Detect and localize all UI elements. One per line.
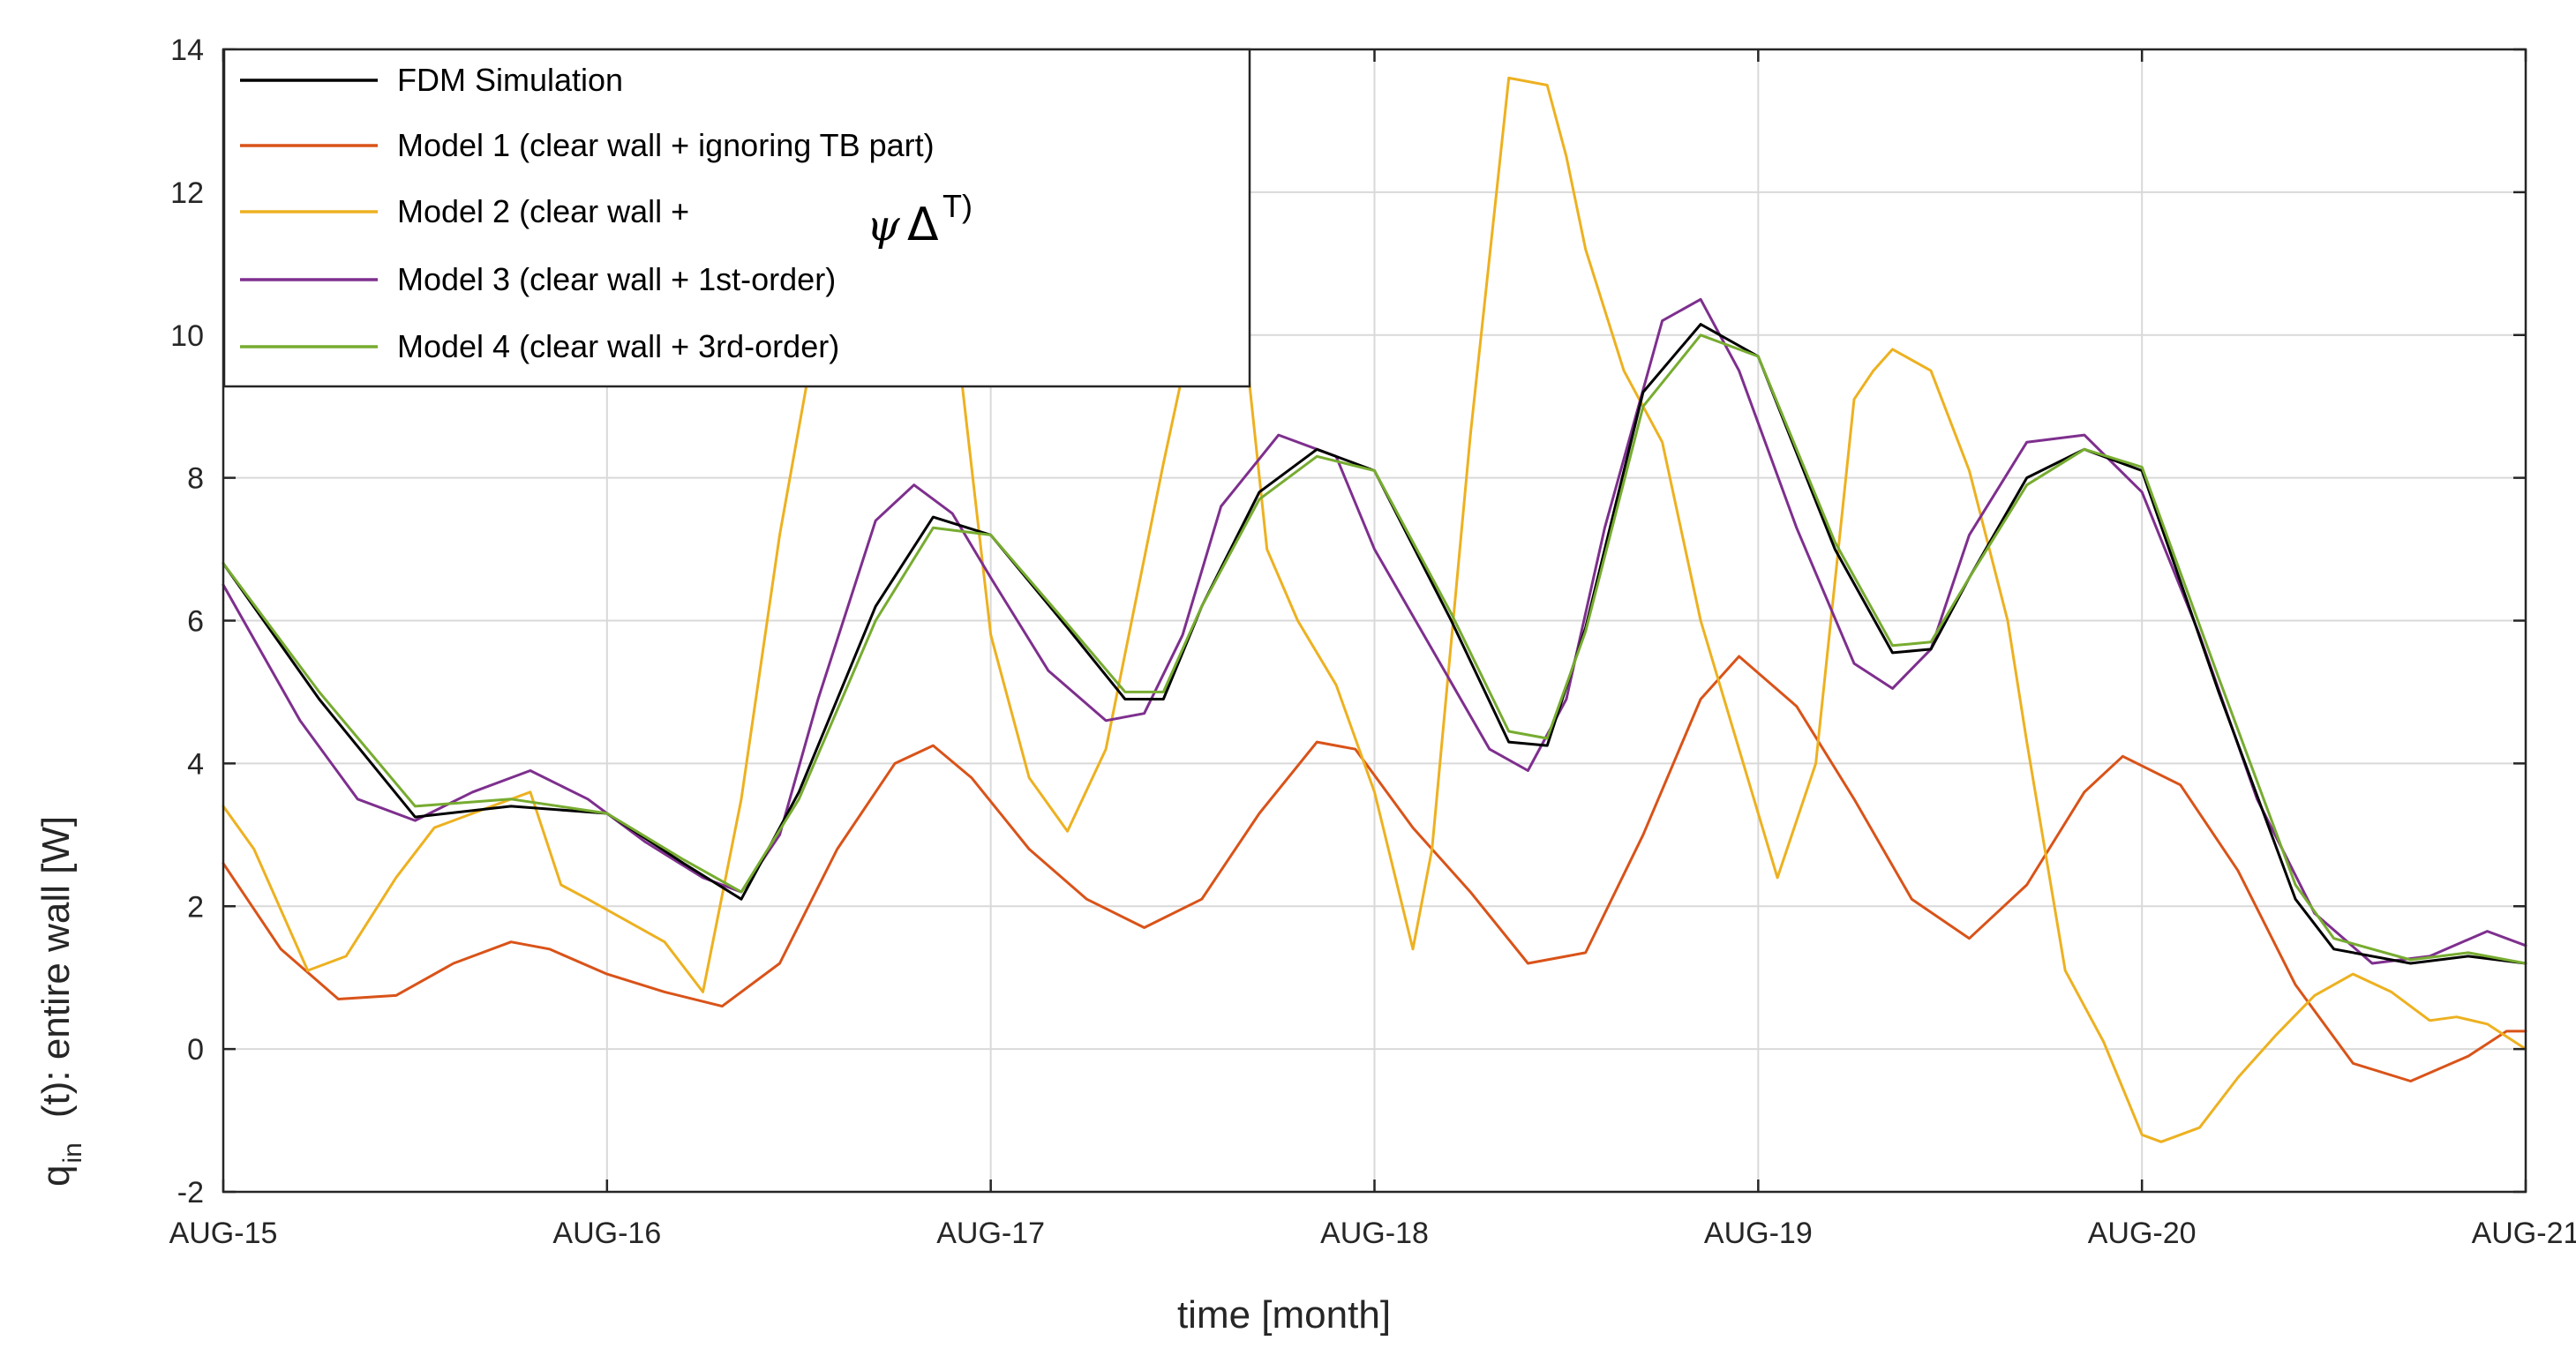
x-tick-label: AUG-19 xyxy=(1704,1217,1813,1250)
x-tick-label: AUG-21 xyxy=(2472,1217,2576,1250)
legend-t-superscript: T) xyxy=(943,188,973,224)
y-tick-label: 6 xyxy=(187,605,204,639)
y-label-sub: in xyxy=(58,1142,87,1163)
y-tick-label: 2 xyxy=(187,890,204,924)
series-layer xyxy=(222,76,2527,1143)
x-tick-label: AUG-16 xyxy=(552,1217,661,1250)
x-axis-label: time [month] xyxy=(1177,1293,1391,1337)
y-tick-label: 0 xyxy=(187,1033,204,1067)
y-tick-label: 8 xyxy=(187,462,204,496)
legend: FDM Simulation Model 1 (clear wall + igno… xyxy=(222,48,1251,388)
y-axis-label-text: qin (t): entire wall [W] xyxy=(34,816,87,1187)
y-axis-label: qin (t): entire wall [W] xyxy=(34,816,87,1187)
legend-label-0: FDM Simulation xyxy=(397,62,623,98)
x-tick-label: AUG-17 xyxy=(936,1217,1045,1250)
series-line-1 xyxy=(222,655,2527,1082)
legend-label-2: Model 2 (clear wall + xyxy=(397,193,689,229)
series-line-2 xyxy=(222,76,2527,1143)
series-line-4 xyxy=(222,333,2527,965)
x-tick-label: AUG-15 xyxy=(169,1217,278,1250)
legend-psi-symbol: ψ xyxy=(867,201,901,251)
x-axis-ticks: AUG-15 AUG-16 AUG-17 AUG-18 AUG-19 AUG-20 AUG-… xyxy=(169,49,2576,1250)
y-label-main: q xyxy=(34,1165,78,1187)
y-label-rest: (t): entire wall [W] xyxy=(34,816,78,1118)
y-axis-ticks: -2 0 2 4 6 8 10 12 14 xyxy=(170,34,2526,1209)
legend-entries: FDM Simulation Model 1 (clear wall + igno… xyxy=(240,62,935,364)
y-tick-label: 10 xyxy=(170,319,204,353)
x-tick-label: AUG-20 xyxy=(2088,1217,2197,1250)
y-tick-label: -2 xyxy=(177,1176,204,1209)
y-tick-label: 4 xyxy=(187,747,204,781)
series-line-0 xyxy=(222,323,2527,965)
y-tick-label: 12 xyxy=(170,176,204,210)
legend-label-4: Model 4 (clear wall + 3rd-order) xyxy=(397,328,839,364)
legend-delta-symbol: Δ xyxy=(907,198,939,251)
x-tick-label: AUG-18 xyxy=(1320,1217,1429,1250)
legend-label-1: Model 1 (clear wall + ignoring TB part) xyxy=(397,127,935,163)
y-tick-label: 14 xyxy=(170,34,204,67)
legend-box xyxy=(222,48,1251,388)
legend-label-3: Model 3 (clear wall + 1st-order) xyxy=(397,261,836,297)
